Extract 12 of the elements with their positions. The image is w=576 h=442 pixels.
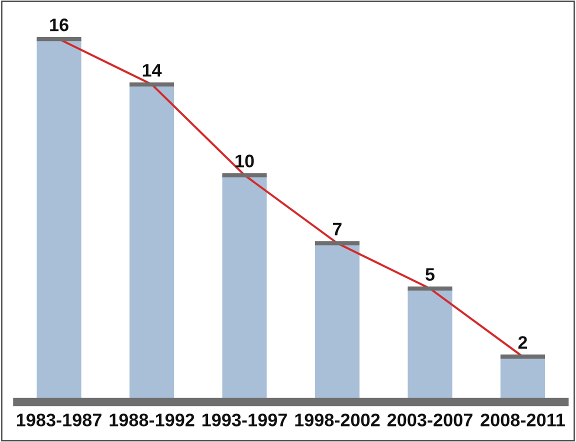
x-tick-label: 1988-1992 xyxy=(110,414,194,426)
x-tick-label: 1998-2002 xyxy=(295,414,380,426)
data-label: 16 xyxy=(50,18,68,32)
data-label: 14 xyxy=(142,64,162,76)
data-label: 7 xyxy=(333,222,342,236)
x-tick-label: 2003-2007 xyxy=(387,414,472,426)
x-tick-label: 1993-1997 xyxy=(202,414,287,426)
data-label: 5 xyxy=(426,268,435,281)
data-label: 10 xyxy=(236,154,254,168)
x-tick-label: 2008-2011 xyxy=(480,414,565,426)
x-tick-label: 1983-1987 xyxy=(16,414,102,426)
data-label: 2 xyxy=(518,336,528,349)
